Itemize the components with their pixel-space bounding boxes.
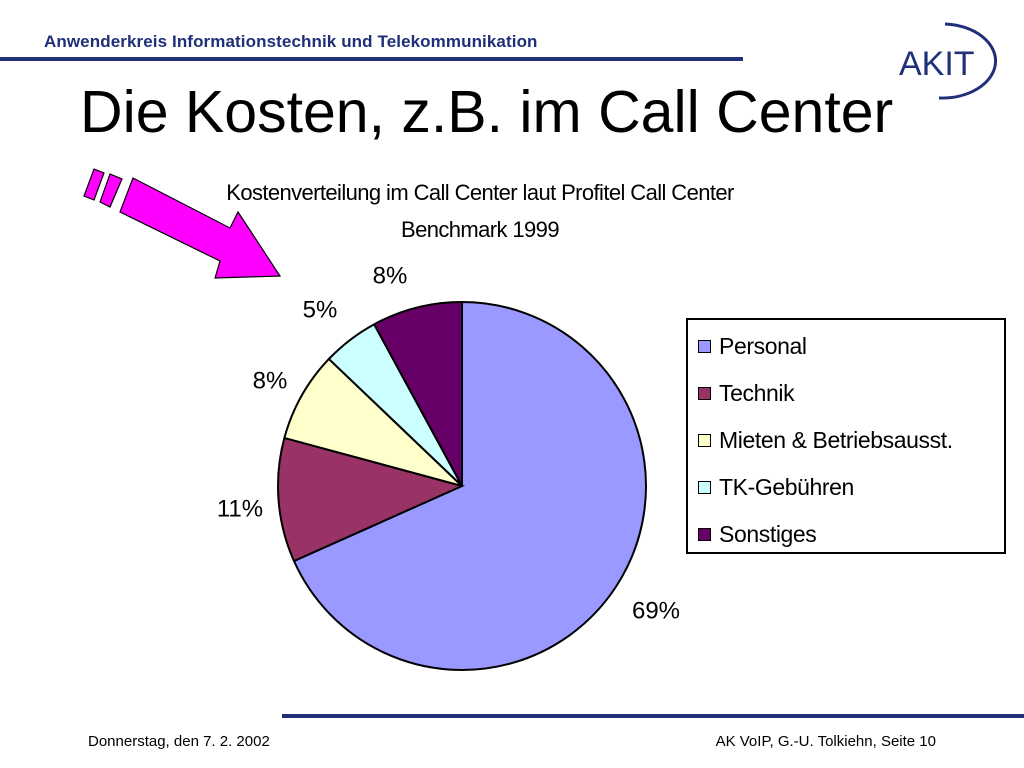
pie-slice-personal [292, 300, 647, 671]
logo-text: AKIT [899, 45, 975, 83]
chart-title-line2: Benchmark 1999 [401, 217, 560, 242]
legend-item-sonstiges: Sonstiges [698, 520, 817, 548]
pie-slice-mieten-betriebsausst [283, 357, 463, 487]
pie-slice-sonstiges [372, 300, 463, 487]
data-label-tk-geb-hren: 5% [303, 296, 338, 323]
legend-swatch-tk-gebuehren [698, 480, 711, 494]
legend-label-mieten: Mieten & Betriebsausst. [719, 426, 953, 453]
chart-legend: Personal Technik Mieten & Betriebsausst.… [686, 318, 1006, 554]
magenta-arrow-icon [83, 168, 282, 279]
chart-title-line1: Kostenverteilung im Call Center laut Pro… [226, 180, 734, 205]
legend-label-tk-gebuehren: TK-Gebühren [719, 473, 854, 500]
legend-item-personal: Personal [698, 332, 807, 360]
data-label-mieten-betriebsausst: 8% [253, 367, 288, 394]
akit-logo: AKIT [899, 22, 997, 100]
chart-title: Kostenverteilung im Call Center laut Pro… [130, 174, 830, 248]
data-label-sonstiges: 8% [373, 262, 408, 289]
header-organization: Anwenderkreis Informationstechnik und Te… [44, 32, 538, 51]
legend-label-technik: Technik [719, 379, 795, 406]
legend-swatch-personal [698, 339, 711, 353]
legend-item-mieten: Mieten & Betriebsausst. [698, 426, 953, 454]
legend-item-tk-gebuehren: TK-Gebühren [698, 473, 854, 501]
legend-swatch-mieten [698, 433, 711, 447]
legend-item-technik: Technik [698, 379, 795, 407]
data-label-personal: 69% [632, 597, 680, 624]
slide-title: Die Kosten, z.B. im Call Center [80, 79, 894, 145]
footer-date: Donnerstag, den 7. 2. 2002 [88, 733, 270, 750]
legend-label-personal: Personal [719, 332, 807, 359]
legend-swatch-sonstiges [698, 527, 711, 541]
data-label-technik: 11% [217, 495, 263, 522]
legend-label-sonstiges: Sonstiges [719, 520, 817, 547]
footer-page-info: AK VoIP, G.-U. Tolkiehn, Seite 10 [715, 733, 936, 750]
footer-divider [282, 714, 1024, 718]
legend-swatch-technik [698, 386, 711, 400]
pie-slice-technik [277, 436, 465, 563]
header-divider [0, 57, 743, 61]
